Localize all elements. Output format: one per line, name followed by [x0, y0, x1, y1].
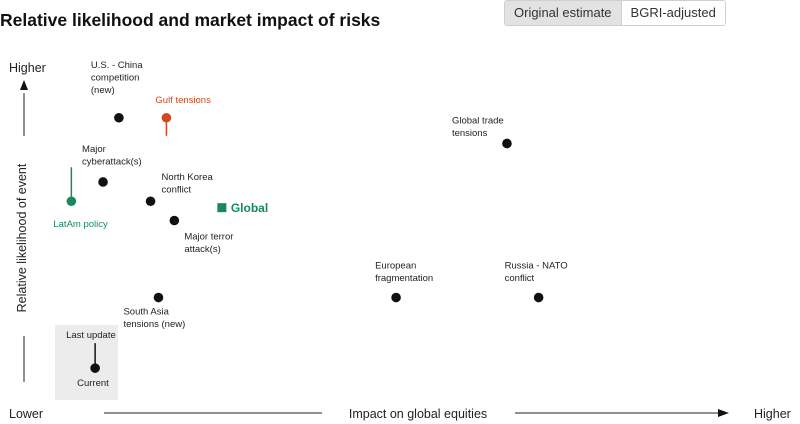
y-axis-title: Relative likelihood of event	[15, 163, 29, 312]
point-current	[90, 363, 100, 373]
point-label-russia-nato-conflict: Russia - NATO conflict	[505, 261, 568, 285]
toggle-original-estimate[interactable]: Original estimate	[505, 1, 621, 25]
point-label-global-trade-tensions: Global trade tensions	[452, 115, 504, 138]
x-axis-low-label: Lower	[9, 407, 43, 421]
y-axis-arrow	[20, 80, 28, 90]
point-major-cyberattack-s	[98, 177, 108, 187]
x-axis-title: Impact on global equities	[349, 407, 487, 421]
point-gulf-tensions	[161, 112, 172, 123]
point-label-u-s-china-competition-new: U.S. - China competition (new)	[91, 60, 143, 96]
global-label: Global	[231, 201, 268, 215]
x-axis-high-label: Higher	[754, 407, 791, 421]
y-axis-high-label: Higher	[9, 61, 46, 75]
point-north-korea-conflict	[145, 196, 156, 207]
global-marker	[217, 203, 227, 213]
chart-title: Relative likelihood and market impact of…	[0, 10, 381, 30]
point-major-terror-attack-s	[169, 215, 180, 226]
estimate-toggle[interactable]: Original estimate BGRI-adjusted	[504, 0, 726, 26]
point-label-major-cyberattack-s: Major cyberattack(s)	[82, 144, 142, 168]
point-south-asia-tensions-new	[153, 292, 164, 303]
point-latam-policy	[66, 196, 77, 207]
point-label-south-asia-tensions-new: South Asia tensions (new)	[123, 307, 185, 331]
point-label-european-fragmentation: European fragmentation	[375, 261, 433, 285]
point-label-current: Current	[77, 378, 109, 389]
point-label-latam-policy: LatAm policy	[53, 219, 108, 230]
point-global-trade-tensions	[502, 138, 512, 149]
point-label-north-korea-conflict: North Korea conflict	[162, 172, 214, 196]
last-update-panel	[55, 325, 118, 400]
x-axis-arrow	[718, 409, 729, 417]
point-label-major-terror-attack-s: Major terror attack(s)	[184, 232, 233, 256]
point-european-fragmentation	[391, 292, 401, 303]
toggle-bgri-adjusted[interactable]: BGRI-adjusted	[620, 1, 725, 25]
point-label-gulf-tensions: Gulf tensions	[155, 95, 211, 106]
point-u-s-china-competition-new	[114, 112, 124, 123]
last-update-label: Last update	[66, 330, 116, 341]
point-russia-nato-conflict	[533, 292, 544, 303]
